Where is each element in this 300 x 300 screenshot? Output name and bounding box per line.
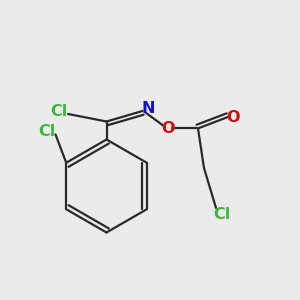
Text: Cl: Cl bbox=[38, 124, 55, 140]
Text: Cl: Cl bbox=[50, 103, 67, 118]
Text: Cl: Cl bbox=[213, 207, 231, 222]
Text: O: O bbox=[227, 110, 240, 124]
Text: N: N bbox=[141, 101, 155, 116]
Text: O: O bbox=[161, 121, 175, 136]
